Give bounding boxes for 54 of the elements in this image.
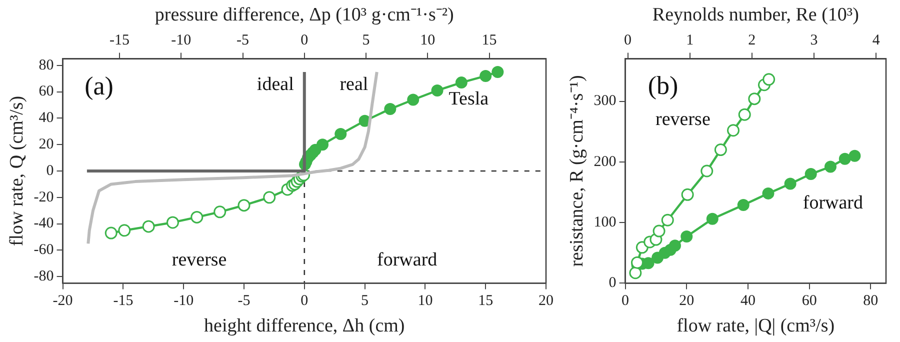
x-tick-label: -5 [238,293,250,310]
x-tick-label: 60 [802,293,817,310]
series-label: real [340,74,368,96]
x-tick-label: 0 [622,293,630,310]
y-axis-title: flow rate, Q (cm³/s) [6,96,28,246]
x2-tick-label: 3 [810,32,818,49]
y-tick-label: 300 [594,93,616,110]
series-label: reverse [656,109,710,130]
y-tick-label: 100 [594,214,616,230]
x-tick-label: 80 [863,293,878,310]
y-tick-label: 200 [594,154,616,170]
annotation: (b) [648,71,678,100]
x2-tick-label: -10 [171,32,192,49]
y-tick-label: 0 [46,162,54,179]
y-tick-label: -20 [34,189,54,206]
x-tick-label: 20 [538,293,554,310]
y-tick-label: -60 [34,242,54,258]
y-tick-label: 0 [608,275,616,292]
x2-axis-title: pressure difference, Δp (10³ g·cm⁻¹·s⁻²) [154,4,454,26]
x-axis-title: flow rate, |Q| (cm³/s) [676,316,835,337]
x2-tick-label: 10 [420,32,436,49]
annotation: forward [377,250,438,271]
x-tick-label: 15 [478,293,494,310]
y-tick-label: -80 [34,268,54,285]
y-tick-label: 80 [38,57,54,74]
x2-tick-label: -5 [236,32,250,49]
series-label: ideal [256,74,294,96]
x2-tick-label: 15 [482,32,497,49]
x-tick-label: 0 [300,293,308,310]
x2-tick-label: 0 [624,32,632,49]
y-tick-label: 40 [38,110,54,126]
x2-axis-title: Reynolds number, Re (10³) [652,4,859,26]
y-tick-label: 60 [38,84,54,100]
x2-tick-label: 5 [362,32,370,49]
x2-tick-label: 0 [300,32,308,49]
x2-tick-label: 2 [748,32,756,49]
series-label: Tesla [448,88,490,110]
x-tick-label: 20 [679,293,694,310]
x2-tick-label: -15 [110,32,130,49]
annotation: reverse [172,250,227,271]
x-axis-title: height difference, Δh (cm) [204,316,405,337]
x-tick-label: -20 [52,293,73,310]
x2-tick-label: 4 [872,32,880,49]
y-axis-title: resistance, R (g·cm⁻⁴·s⁻¹) [566,75,588,267]
x-tick-label: 40 [740,293,756,310]
x-tick-label: -10 [174,293,194,310]
x-tick-label: -15 [113,293,134,310]
x-tick-label: 5 [361,293,369,310]
y-tick-label: 20 [38,136,54,153]
x-tick-label: 10 [418,293,433,310]
x2-tick-label: 1 [686,32,694,49]
annotation: (a) [84,72,114,101]
y-tick-label: -40 [34,216,54,232]
series-label: forward [802,192,864,214]
